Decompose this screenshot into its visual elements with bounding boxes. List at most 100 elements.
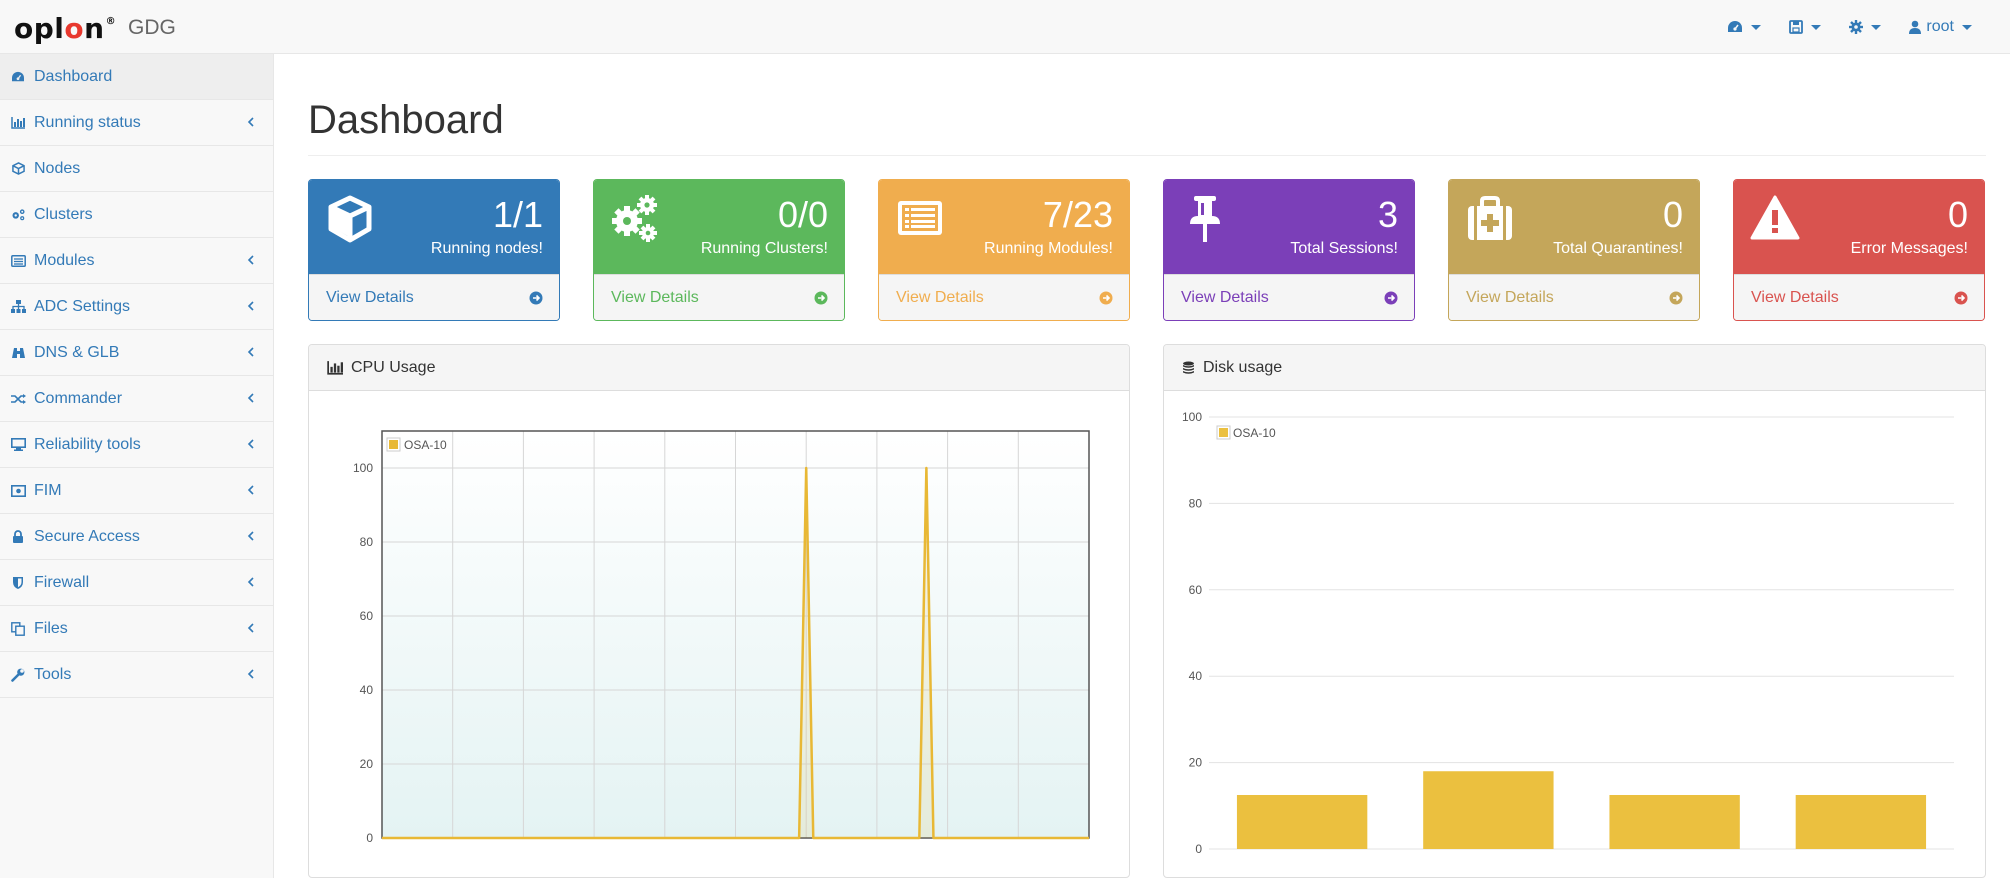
bar <box>1795 795 1927 849</box>
lock-icon <box>10 529 26 545</box>
view-details-label: View Details <box>611 289 699 306</box>
y-tick-label: 40 <box>360 683 374 697</box>
chevron-left-icon <box>247 531 254 541</box>
arrow-circle-right-icon <box>1099 291 1113 305</box>
money-icon <box>10 483 26 499</box>
sidebar-item-tools[interactable]: Tools <box>0 652 273 698</box>
sidebar-item-running-status[interactable]: Running status <box>0 100 273 146</box>
list-icon <box>10 253 26 269</box>
view-details-link[interactable]: View Details <box>1734 274 1984 320</box>
sidebar-item-dashboard[interactable]: Dashboard <box>0 54 273 100</box>
panel-value: 0 <box>1662 194 1683 235</box>
view-details-link[interactable]: View Details <box>1449 274 1699 320</box>
view-details-label: View Details <box>896 289 984 306</box>
sidebar-item-reliability-tools[interactable]: Reliability tools <box>0 422 273 468</box>
sidebar-item-secure-access[interactable]: Secure Access <box>0 514 273 560</box>
y-tick-label: 60 <box>1189 583 1203 597</box>
sidebar-item-dns-glb[interactable]: DNS & GLB <box>0 330 273 376</box>
app-subtitle: GDG <box>128 16 176 39</box>
save-icon <box>1789 20 1804 34</box>
warning-icon <box>1750 195 1800 240</box>
bar <box>1609 795 1740 849</box>
thumbtack-icon <box>1190 196 1220 242</box>
legend-swatch <box>1219 428 1228 437</box>
sidebar-item-label: Commander <box>34 389 123 407</box>
user-icon <box>1909 20 1922 34</box>
database-icon <box>1183 361 1194 374</box>
panel-heading: 7/23 Running Modules! <box>879 180 1129 274</box>
panel-running-clusters: 0/0 Running Clusters! View Details <box>593 179 845 321</box>
sidebar-item-label: Reliability tools <box>34 435 141 453</box>
panel-heading: 0 Error Messages! <box>1734 180 1984 274</box>
caret-down-icon <box>1751 24 1762 30</box>
panel-value: 0 <box>1947 194 1968 235</box>
sidebar-item-label: Running status <box>34 113 141 131</box>
sidebar-item-label: Firewall <box>34 573 90 591</box>
settings-dropdown[interactable] <box>1835 0 1895 54</box>
view-details-label: View Details <box>326 289 414 306</box>
panel-label: Total Quarantines! <box>1553 240 1683 257</box>
sidebar-item-label: Modules <box>34 251 95 269</box>
sidebar-item-files[interactable]: Files <box>0 606 273 652</box>
cube-icon <box>328 195 372 243</box>
sidebar-item-adc-settings[interactable]: ADC Settings <box>0 284 273 330</box>
binoculars-icon <box>10 345 26 361</box>
chevron-left-icon <box>247 255 254 265</box>
arrow-circle-right-icon <box>529 291 543 305</box>
save-dropdown[interactable] <box>1775 0 1835 54</box>
sidebar-item-firewall[interactable]: Firewall <box>0 560 273 606</box>
chevron-left-icon <box>247 669 254 679</box>
chevron-left-icon <box>247 485 254 495</box>
chevron-left-icon <box>247 577 254 587</box>
y-tick-label: 0 <box>1195 842 1202 856</box>
y-tick-label: 60 <box>360 609 374 623</box>
chevron-left-icon <box>247 393 254 403</box>
chevron-left-icon <box>247 301 254 311</box>
arrow-circle-right-icon <box>814 291 828 305</box>
dashboard-dropdown[interactable] <box>1713 0 1775 54</box>
panel-label: Total Sessions! <box>1290 240 1398 257</box>
page-title: Dashboard <box>308 98 504 142</box>
panel-label: Error Messages! <box>1850 240 1968 257</box>
view-details-link[interactable]: View Details <box>1164 274 1414 320</box>
view-details-link[interactable]: View Details <box>309 274 559 320</box>
gears-icon <box>612 195 657 242</box>
panel-value: 0/0 <box>777 194 828 235</box>
panel-value: 7/23 <box>1042 194 1113 235</box>
panel-label: Running Modules! <box>984 240 1113 257</box>
sidebar-item-label: Tools <box>34 665 72 683</box>
panel-value: 1/1 <box>492 194 543 235</box>
sidebar-item-nodes[interactable]: Nodes <box>0 146 273 192</box>
y-tick-label: 100 <box>353 461 373 475</box>
sitemap-icon <box>10 299 26 315</box>
panel-total-quarantines: 0 Total Quarantines! View Details <box>1448 179 1700 321</box>
gears-icon <box>10 207 26 223</box>
panel-error-messages: 0 Error Messages! View Details <box>1733 179 1985 321</box>
panel-heading: 0 Total Quarantines! <box>1449 180 1699 274</box>
sidebar-item-fim[interactable]: FIM <box>0 468 273 514</box>
divider <box>308 155 1986 156</box>
panel-title: CPU Usage <box>351 358 436 376</box>
panel-heading: 3 Total Sessions! <box>1164 180 1414 274</box>
sidebar-item-clusters[interactable]: Clusters <box>0 192 273 238</box>
sidebar-item-modules[interactable]: Modules <box>0 238 273 284</box>
caret-down-icon <box>1871 24 1882 30</box>
panel-heading: 0/0 Running Clusters! <box>594 180 844 274</box>
oplon-logo[interactable]: oplon® <box>14 12 117 45</box>
sidebar: Dashboard Running status Nodes Clusters … <box>0 54 274 878</box>
user-dropdown[interactable]: root <box>1895 0 1986 54</box>
y-tick-label: 20 <box>360 757 374 771</box>
sidebar-item-commander[interactable]: Commander <box>0 376 273 422</box>
sidebar-item-label: DNS & GLB <box>34 343 120 361</box>
legend-swatch <box>389 440 398 449</box>
top-navbar: oplon® GDG root <box>0 0 2010 54</box>
view-details-link[interactable]: View Details <box>594 274 844 320</box>
bar <box>1236 795 1368 849</box>
view-details-link[interactable]: View Details <box>879 274 1129 320</box>
panel-total-sessions: 3 Total Sessions! View Details <box>1163 179 1415 321</box>
y-tick-label: 20 <box>1189 756 1203 770</box>
user-name: root <box>1926 18 1954 35</box>
arrow-circle-right-icon <box>1954 291 1968 305</box>
caret-down-icon <box>1962 24 1972 30</box>
top-menu: root <box>1713 0 1986 54</box>
